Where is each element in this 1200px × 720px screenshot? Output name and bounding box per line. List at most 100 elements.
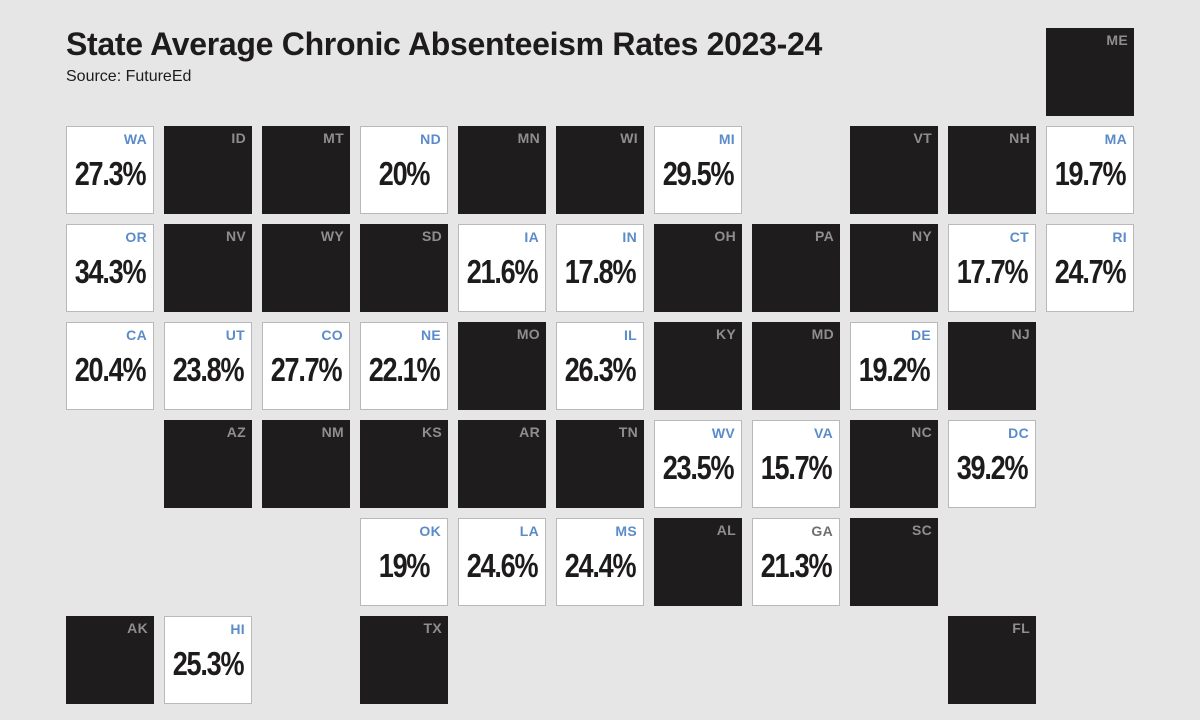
state-tile-wa: WA 27.3% [66, 126, 154, 214]
state-abbr: NE [420, 327, 441, 343]
state-value: 15.7% [760, 449, 833, 486]
state-tile-az: AZ [164, 420, 252, 508]
state-abbr: RI [1112, 229, 1127, 245]
state-abbr: IN [622, 229, 637, 245]
state-value: 21.6% [466, 253, 539, 290]
state-value: 29.5% [662, 155, 735, 192]
state-tile-sd: SD [360, 224, 448, 312]
state-tile-ga: GA 21.3% [752, 518, 840, 606]
state-abbr: NY [911, 228, 932, 244]
state-abbr: AZ [226, 424, 246, 440]
state-tile-tx: TX [360, 616, 448, 704]
state-abbr: MN [517, 130, 540, 146]
state-tile-oh: OH [654, 224, 742, 312]
state-value: 24.7% [1054, 253, 1127, 290]
state-value: 27.7% [270, 351, 343, 388]
state-tile-pa: PA [752, 224, 840, 312]
state-tile-in: IN 17.8% [556, 224, 644, 312]
state-value: 24.6% [466, 547, 539, 584]
state-abbr: VT [913, 130, 932, 146]
state-tile-nm: NM [262, 420, 350, 508]
state-abbr: NH [1009, 130, 1030, 146]
state-tile-ak: AK [66, 616, 154, 704]
state-tile-fl: FL [948, 616, 1036, 704]
state-abbr: AR [519, 424, 540, 440]
state-tile-dc: DC 39.2% [948, 420, 1036, 508]
state-tile-sc: SC [850, 518, 938, 606]
state-tile-nv: NV [164, 224, 252, 312]
state-tile-mi: MI 29.5% [654, 126, 742, 214]
state-tile-nj: NJ [948, 322, 1036, 410]
state-value: 24.4% [564, 547, 637, 584]
state-abbr: CT [1009, 229, 1029, 245]
state-abbr: HI [230, 621, 245, 637]
state-abbr: FL [1012, 620, 1030, 636]
state-abbr: WY [320, 228, 344, 244]
state-tile-va: VA 15.7% [752, 420, 840, 508]
state-tile-ok: OK 19% [360, 518, 448, 606]
state-abbr: MO [516, 326, 540, 342]
state-value: 22.1% [368, 351, 441, 388]
state-tile-md: MD [752, 322, 840, 410]
state-tile-ri: RI 24.7% [1046, 224, 1134, 312]
state-value: 21.3% [760, 547, 833, 584]
state-value: 23.5% [662, 449, 735, 486]
state-tile-ny: NY [850, 224, 938, 312]
state-abbr: KS [421, 424, 442, 440]
state-tile-ky: KY [654, 322, 742, 410]
state-value: 26.3% [564, 351, 637, 388]
state-abbr: UT [225, 327, 245, 343]
state-abbr: NC [911, 424, 932, 440]
state-tile-or: OR 34.3% [66, 224, 154, 312]
state-tile-mn: MN [458, 126, 546, 214]
state-value: 25.3% [172, 645, 245, 682]
state-tile-ia: IA 21.6% [458, 224, 546, 312]
state-abbr: WV [711, 425, 735, 441]
state-tile-ks: KS [360, 420, 448, 508]
state-abbr: WA [123, 131, 147, 147]
state-abbr: AL [716, 522, 736, 538]
state-tile-co: CO 27.7% [262, 322, 350, 410]
state-abbr: AK [127, 620, 148, 636]
state-abbr: ND [420, 131, 441, 147]
chart-title: State Average Chronic Absenteeism Rates … [66, 26, 823, 62]
state-tile-ms: MS 24.4% [556, 518, 644, 606]
state-value: 17.7% [956, 253, 1029, 290]
state-tile-tn: TN [556, 420, 644, 508]
state-tile-il: IL 26.3% [556, 322, 644, 410]
state-tile-nc: NC [850, 420, 938, 508]
state-abbr: MI [718, 131, 735, 147]
state-abbr: IL [623, 327, 637, 343]
state-value: 20% [378, 155, 431, 192]
state-tile-la: LA 24.6% [458, 518, 546, 606]
state-tile-mt: MT [262, 126, 350, 214]
state-tile-ma: MA 19.7% [1046, 126, 1134, 214]
chart-source: Source: FutureEd [66, 68, 192, 85]
state-abbr: DC [1008, 425, 1029, 441]
state-abbr: SC [911, 522, 932, 538]
state-abbr: LA [519, 523, 539, 539]
state-abbr: NV [225, 228, 246, 244]
state-tile-hi: HI 25.3% [164, 616, 252, 704]
state-abbr: PA [814, 228, 834, 244]
state-value: 19.2% [858, 351, 931, 388]
state-tile-al: AL [654, 518, 742, 606]
state-value: 19.7% [1054, 155, 1127, 192]
state-abbr: MT [323, 130, 344, 146]
state-abbr: MS [615, 523, 637, 539]
state-tile-de: DE 19.2% [850, 322, 938, 410]
state-value: 20.4% [74, 351, 147, 388]
state-abbr: VA [813, 425, 833, 441]
state-tile-ct: CT 17.7% [948, 224, 1036, 312]
state-abbr: CO [321, 327, 343, 343]
state-tile-ca: CA 20.4% [66, 322, 154, 410]
state-abbr: OR [125, 229, 147, 245]
state-abbr: ME [1106, 32, 1128, 48]
state-abbr: MA [1104, 131, 1127, 147]
state-tile-wy: WY [262, 224, 350, 312]
state-abbr: OK [419, 523, 441, 539]
state-tile-mo: MO [458, 322, 546, 410]
state-abbr: KY [715, 326, 736, 342]
state-value: 27.3% [74, 155, 147, 192]
